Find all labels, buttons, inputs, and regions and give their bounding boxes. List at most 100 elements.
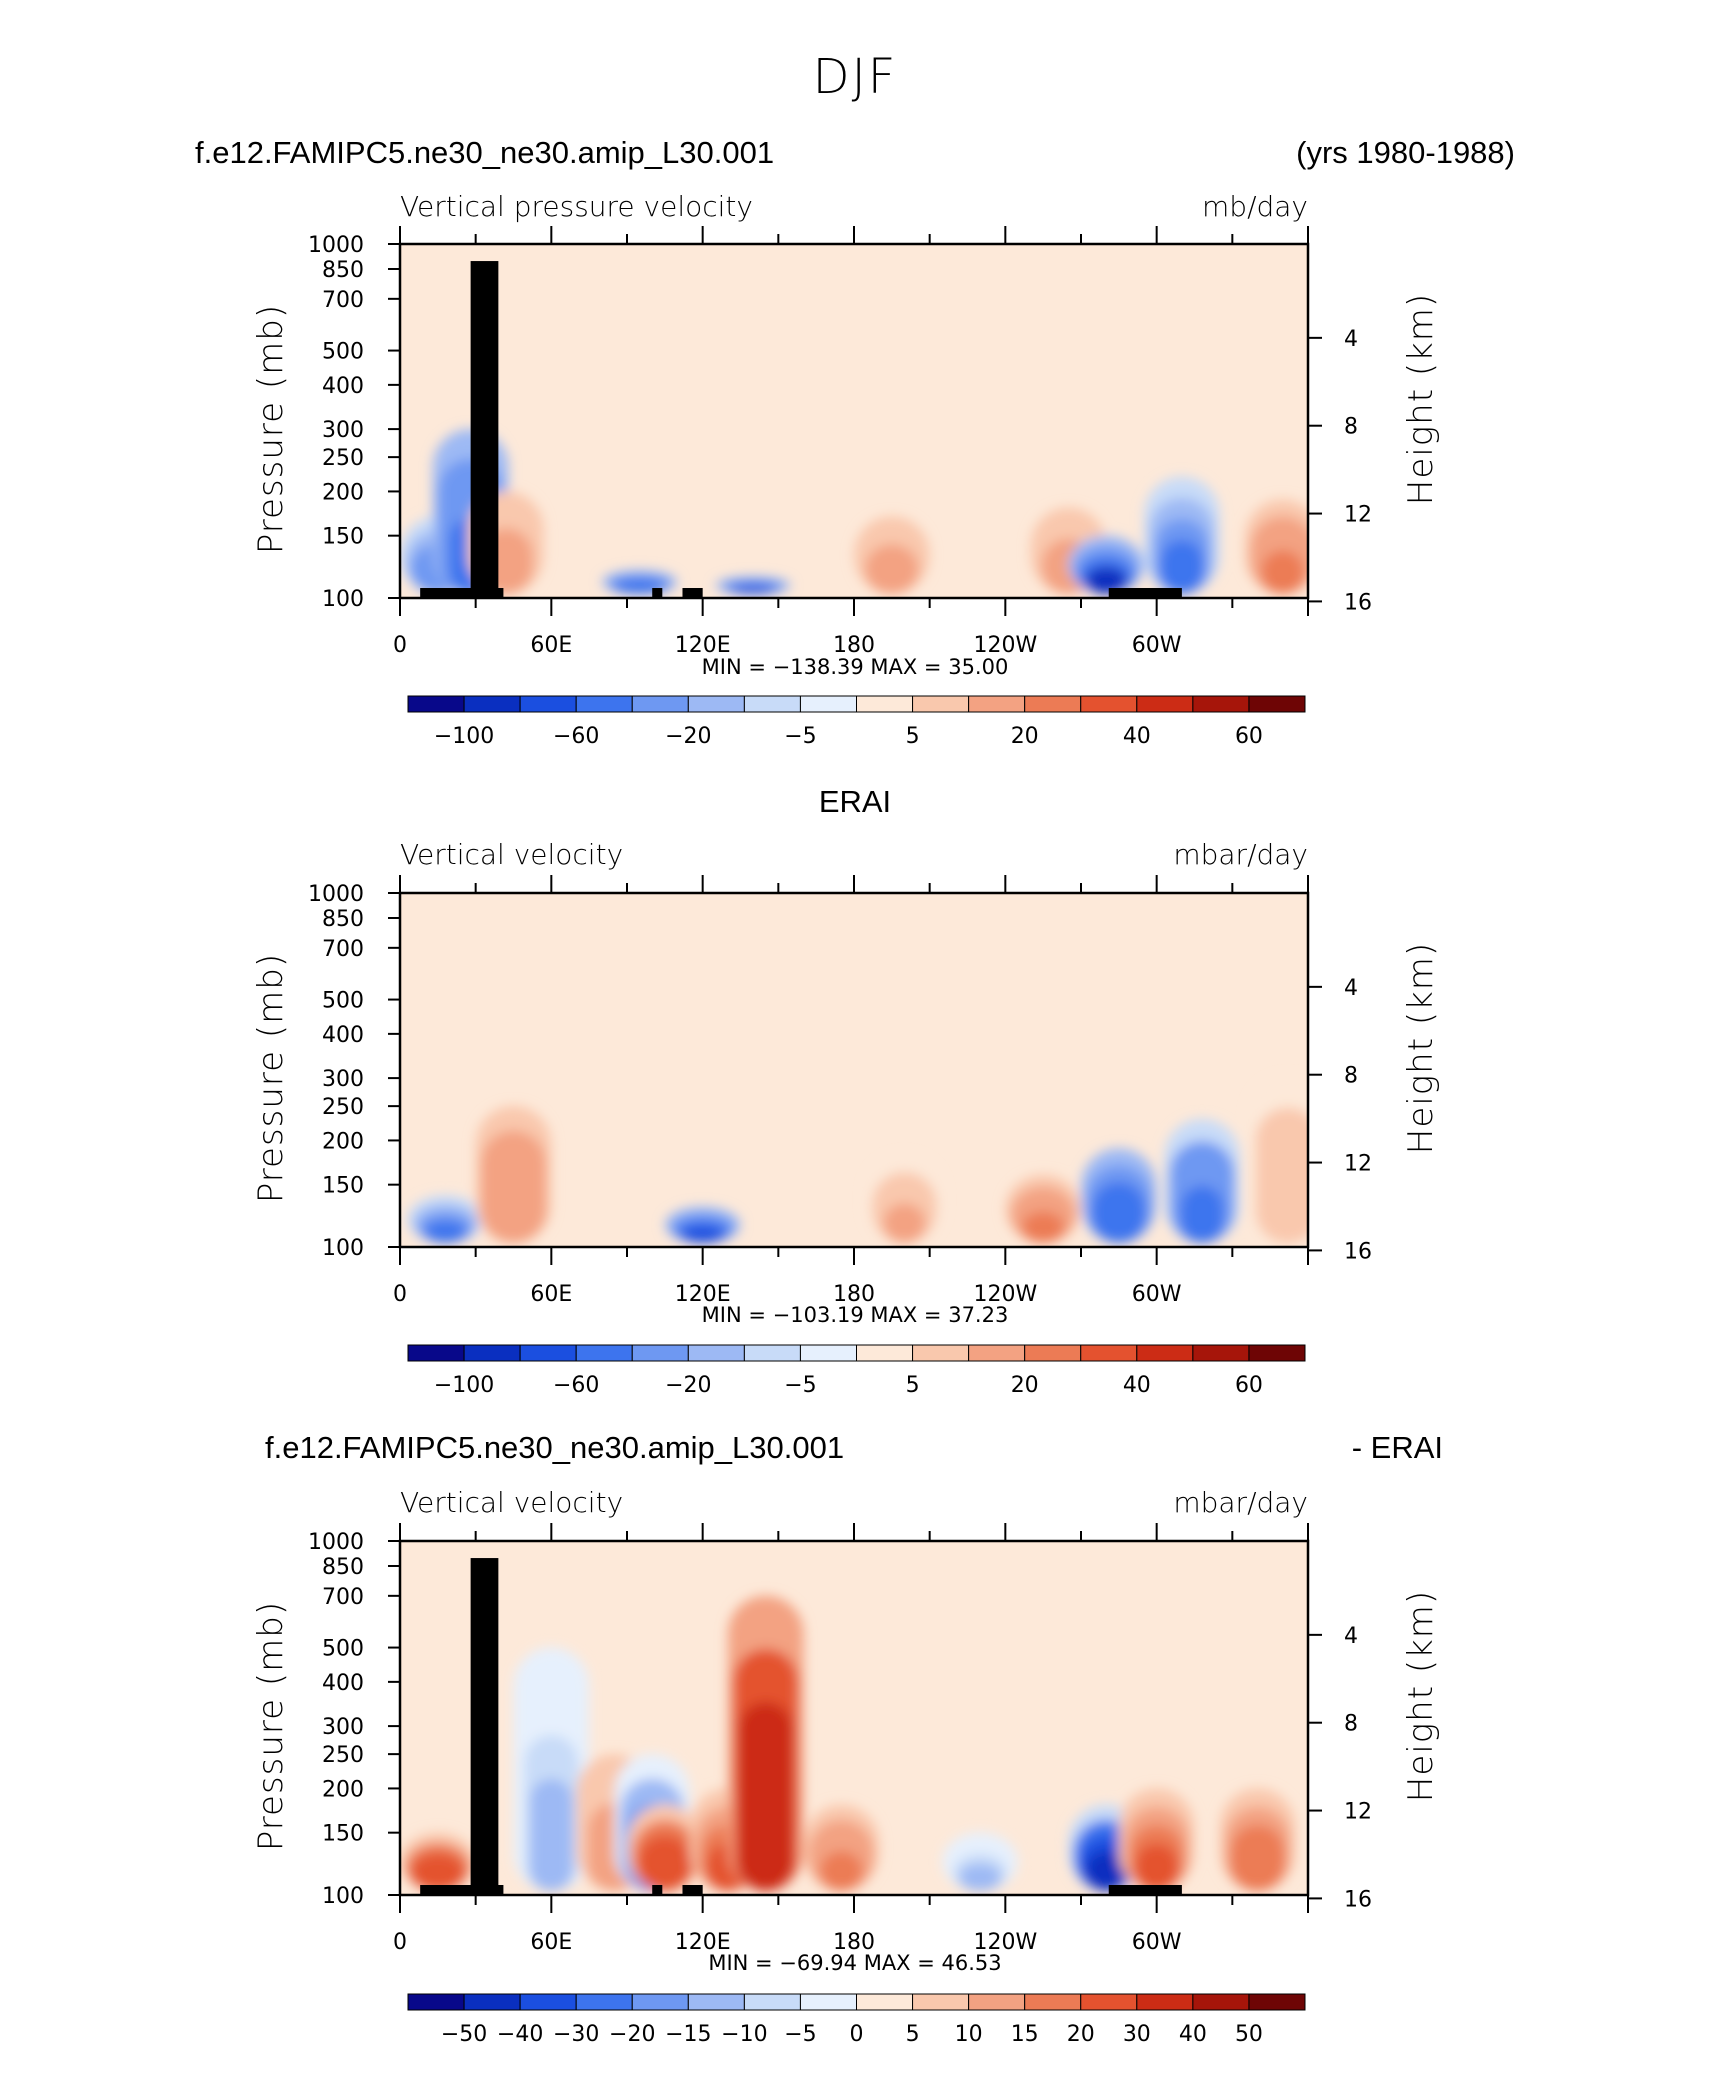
contour-field [400,893,1308,1247]
y2-axis-label: Height (km) [1401,942,1441,1154]
y2-tick-label: 16 [1344,1239,1372,1264]
x-tick-label: 60E [530,633,572,658]
y-tick-label: 400 [322,374,364,399]
y-tick-label: 300 [322,1067,364,1092]
y-tick-label: 700 [322,1585,364,1610]
land-mask [682,1885,703,1895]
land-mask [652,1885,663,1895]
colorbar-cell [1080,695,1138,713]
contour-blob [492,1180,535,1243]
x-tick-label: 0 [393,1282,407,1307]
land-mask [1108,1885,1182,1895]
panel-subtitle-right: mbar/day [1173,838,1308,871]
colorbar-label: −20 [665,724,711,749]
colorbar-label: −15 [665,2022,711,2047]
x-tick-label: 60W [1132,1930,1182,1955]
x-tick-label: 0 [393,633,407,658]
colorbar-label: −20 [665,1373,711,1398]
colorbar-cell [1248,1993,1306,2011]
colorbar-cell [1192,1344,1250,1362]
panel-subtitle-left: Vertical velocity [400,1486,623,1519]
colorbar-cell [1136,695,1194,713]
colorbar-cell [631,1344,689,1362]
contour-blob [1135,1843,1178,1891]
colorbar-cell [1024,695,1082,713]
y2-tick-label: 16 [1344,590,1372,615]
contour-blob [1085,1851,1128,1891]
colorbar-label: 30 [1123,2022,1151,2047]
colorbar-cell [1024,1344,1082,1362]
colorbar-label: 40 [1123,1373,1151,1398]
colorbar-cell [1192,1993,1250,2011]
y-tick-label: 850 [322,907,364,932]
land-mask [652,588,663,598]
colorbar-label: −100 [434,1373,494,1398]
colorbar-cell [743,1993,801,2011]
colorbar-cell [1248,1344,1306,1362]
x-tick-label: 120W [973,1282,1037,1307]
colorbar-cell [968,695,1026,713]
y-tick-label: 200 [322,1129,364,1154]
y-tick-label: 1000 [308,233,364,258]
y-tick-label: 150 [322,525,364,550]
x-tick-label: 60E [530,1282,572,1307]
colorbar-cell [519,695,577,713]
colorbar-cell [519,1993,577,2011]
y-tick-label: 200 [322,1777,364,1802]
colorbar-label: 50 [1235,2022,1263,2047]
panel-subtitle-left: Vertical pressure velocity [400,190,753,223]
contour-blob [1097,1199,1140,1243]
panel-minmax: MIN = −69.94 MAX = 46.53 [708,1951,1001,1975]
contour-blob [820,1851,863,1891]
panel-model: f.e12.FAMIPC5.ne30_ne30.amip_L30.001 (yr… [195,135,1515,679]
y-tick-label: 100 [322,587,364,612]
colorbar-label: −60 [553,724,599,749]
y-tick-label: 300 [322,1715,364,1740]
contour-blob [1266,1167,1308,1243]
colorbar-cell [575,695,633,713]
y2-tick-label: 16 [1344,1887,1372,1912]
x-tick-label: 60W [1132,633,1182,658]
y-tick-label: 1000 [308,1530,364,1555]
panel-minmax: MIN = −103.19 MAX = 37.23 [702,1303,1009,1327]
x-tick-label: 0 [393,1930,407,1955]
colorbar-cell [912,695,970,713]
y2-tick-label: 12 [1344,503,1372,528]
contour-field [400,1541,1308,1895]
colorbar-cell [799,1993,857,2011]
land-mask [420,588,504,598]
colorbar-cell [631,695,689,713]
colorbar-cell [743,695,801,713]
colorbar-cell [1136,1344,1194,1362]
colorbar-cell [1136,1993,1194,2011]
colorbar-label: 0 [850,2022,864,2047]
colorbar-label: 40 [1123,724,1151,749]
y2-axis-label: Height (km) [1401,1590,1441,1802]
y-tick-label: 300 [322,418,364,443]
contour-blob [643,1851,686,1891]
colorbar-cell [968,1993,1026,2011]
colorbar-cell [407,695,465,713]
panel-header-left: f.e12.FAMIPC5.ne30_ne30.amip_L30.001 [195,135,774,170]
x-tick-label: 60W [1132,1282,1182,1307]
colorbar-cell [463,695,521,713]
contour-blob [883,1203,926,1243]
colorbar-label: −30 [553,2022,599,2047]
contour-blob [1236,1843,1279,1891]
colorbar-cell [407,1344,465,1362]
colorbar-cell [856,695,914,713]
colorbar-label: 20 [1011,1373,1039,1398]
panel-subtitle-right: mbar/day [1173,1486,1308,1519]
contour-field [400,244,1308,598]
y-tick-label: 150 [322,1174,364,1199]
y2-tick-label: 8 [1344,1712,1358,1737]
colorbar-label: −20 [609,2022,655,2047]
colorbar-label: 60 [1235,724,1263,749]
x-tick-label: 120E [675,1930,731,1955]
colorbar-cell [1080,1993,1138,2011]
contour-blob [732,585,775,594]
colorbar-cell [631,1993,689,2011]
panel-difference: f.e12.FAMIPC5.ne30_ne30.amip_L30.001 - E… [265,1430,1443,1975]
land-mask [1108,588,1182,598]
y-tick-label: 100 [322,1236,364,1261]
